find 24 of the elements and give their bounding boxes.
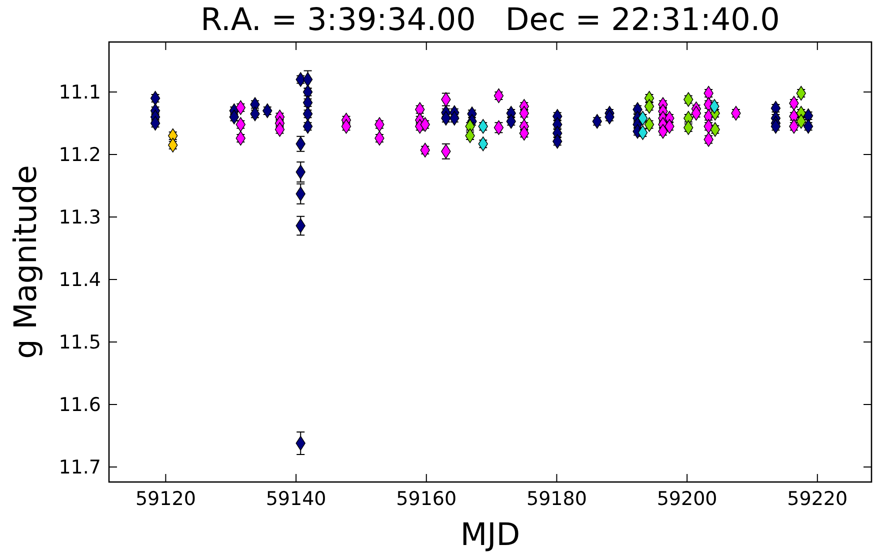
point: [274, 122, 285, 137]
y-tick-label: 11.1: [58, 82, 101, 104]
x-tick-label: 59140: [266, 488, 326, 510]
y-tick-label: 11.3: [58, 206, 101, 229]
x-tick-label: 59120: [135, 488, 196, 510]
y-tick-label: 11.7: [58, 456, 101, 479]
y-tick-label: 11.6: [58, 394, 101, 416]
x-axis-title: MJD: [460, 517, 520, 553]
point: [302, 106, 313, 122]
y-tick-label: 11.5: [58, 332, 101, 354]
x-tick-label: 59180: [526, 488, 587, 510]
y-axis-title: g Magnitude: [8, 165, 44, 359]
x-tick-label: 59220: [787, 488, 848, 510]
point: [302, 119, 313, 134]
point: [770, 119, 781, 134]
x-tick-label: 59200: [656, 488, 718, 510]
point: [302, 95, 313, 110]
point: [644, 99, 654, 114]
point: [341, 119, 352, 134]
y-tick-label: 11.2: [58, 144, 101, 166]
x-tick-label: 59160: [396, 488, 457, 510]
chart-title: R.A. = 3:39:34.00 Dec = 22:31:40.0: [200, 2, 780, 38]
point: [302, 84, 313, 100]
y-tick-label: 11.4: [58, 269, 101, 292]
